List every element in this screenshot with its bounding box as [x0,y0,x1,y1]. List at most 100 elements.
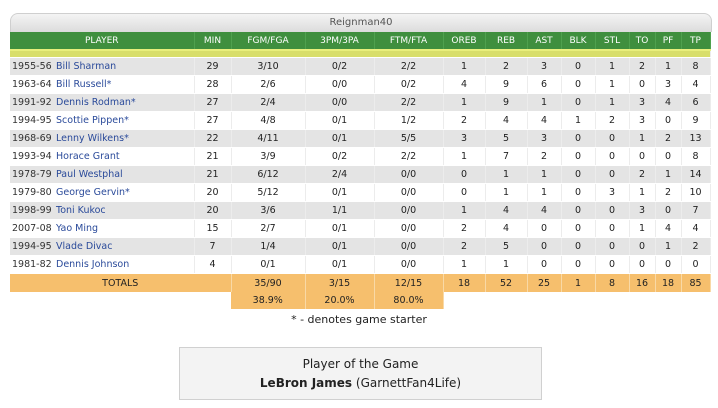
player-name-link[interactable]: Lenny Wilkens* [56,133,129,144]
player-cell: 1963-64 Bill Russell* [10,75,195,94]
player-season: 1955-56 [12,61,52,72]
stat-blk: 0 [561,219,596,238]
player-name-link[interactable]: Dennis Johnson [56,259,130,270]
player-cell: 1993-94 Horace Grant [10,147,195,166]
stat-pf: 1 [655,165,682,184]
stat-stl: 0 [595,201,630,220]
pct-three: 20.0% [305,292,375,309]
table-row: 1998-99 Toni Kukoc 20 3/6 1/1 0/0 1 4 4 0 0 3 0 7 [10,201,711,220]
player-name-link[interactable]: Bill Sharman [56,61,117,72]
col-header-to[interactable]: TO [629,32,656,50]
stat-stl: 0 [595,255,630,274]
stat-reb: 1 [485,165,528,184]
stat-min: 20 [194,201,232,220]
stat-fg: 0/1 [231,255,306,274]
stat-three: 1/1 [305,201,375,220]
starter-note: * - denotes game starter [291,313,427,326]
stat-fg: 3/10 [231,57,306,76]
stat-to: 1 [629,219,656,238]
stat-three: 0/2 [305,57,375,76]
stat-ft: 0/0 [374,201,444,220]
player-season: 1963-64 [12,79,52,90]
table-row: 1994-95 Vlade Divac 7 1/4 0/1 0/0 2 5 0 0 0 0 1 2 [10,237,711,256]
col-header-oreb[interactable]: OREB [443,32,486,50]
stat-tp: 8 [681,57,711,76]
player-name-link[interactable]: Dennis Rodman* [56,97,136,108]
player-name-link[interactable]: Toni Kukoc [56,205,106,216]
stat-fg: 2/6 [231,75,306,94]
stat-min: 7 [194,237,232,256]
stat-stl: 2 [595,111,630,130]
stat-tp: 0 [681,255,711,274]
col-header-player[interactable]: PLAYER [10,32,195,50]
stat-pf: 2 [655,129,682,148]
stat-to: 0 [629,237,656,256]
col-header-ft[interactable]: FTM/FTA [374,32,444,50]
player-cell: 1994-95 Vlade Divac [10,237,195,256]
totals-label: TOTALS [10,273,232,292]
stat-min: 21 [194,165,232,184]
stat-min: 28 [194,75,232,94]
stat-ft: 0/0 [374,237,444,256]
player-cell: 1955-56 Bill Sharman [10,57,195,76]
col-header-tp[interactable]: TP [681,32,711,50]
stat-ast: 0 [527,237,562,256]
divider-bar [10,49,711,58]
col-header-three[interactable]: 3PM/3PA [305,32,375,50]
totals-fg: 35/90 [231,273,306,292]
stat-reb: 5 [485,237,528,256]
stat-min: 21 [194,147,232,166]
stat-to: 3 [629,93,656,112]
col-header-blk[interactable]: BLK [561,32,596,50]
stat-min: 20 [194,183,232,202]
col-header-ast[interactable]: AST [527,32,562,50]
stat-min: 4 [194,255,232,274]
col-header-reb[interactable]: REB [485,32,528,50]
col-header-stl[interactable]: STL [595,32,630,50]
player-cell: 1978-79 Paul Westphal [10,165,195,184]
stat-blk: 0 [561,93,596,112]
stat-oreb: 4 [443,75,486,94]
stat-to: 3 [629,111,656,130]
stat-fg: 3/9 [231,147,306,166]
player-name-link[interactable]: Bill Russell* [56,79,112,90]
stat-ft: 5/5 [374,129,444,148]
stat-reb: 7 [485,147,528,166]
table-row: 1981-82 Dennis Johnson 4 0/1 0/1 0/0 1 1 0 0 0 0 0 0 [10,255,711,274]
player-name-link[interactable]: Scottie Pippen* [56,115,129,126]
stat-oreb: 1 [443,201,486,220]
player-name-link[interactable]: Horace Grant [56,151,120,162]
stat-ft: 0/0 [374,219,444,238]
player-season: 1979-80 [12,187,52,198]
stat-pf: 1 [655,57,682,76]
stat-pf: 0 [655,147,682,166]
stat-ft: 1/2 [374,111,444,130]
player-name-link[interactable]: Yao Ming [56,223,99,234]
stat-tp: 9 [681,111,711,130]
stat-oreb: 2 [443,237,486,256]
player-of-game-box: Player of the Game LeBron James (Garnett… [179,347,542,400]
stat-reb: 4 [485,111,528,130]
stat-tp: 13 [681,129,711,148]
stat-reb: 9 [485,93,528,112]
col-header-fg[interactable]: FGM/FGA [231,32,306,50]
potg-player-name[interactable]: LeBron James [259,376,353,390]
stat-stl: 0 [595,129,630,148]
player-name-link[interactable]: George Gervin* [56,187,130,198]
col-header-pf[interactable]: PF [655,32,682,50]
player-name-link[interactable]: Paul Westphal [56,169,123,180]
stat-reb: 9 [485,75,528,94]
player-season: 2007-08 [12,223,52,234]
potg-username[interactable]: (GarnettFan4Life) [355,376,462,390]
stat-ft: 0/0 [374,165,444,184]
box-score-table: PLAYER MIN FGM/FGA 3PM/3PA FTM/FTA OREB … [10,32,711,309]
stat-blk: 0 [561,57,596,76]
player-season: 1968-69 [12,133,52,144]
stat-three: 0/1 [305,237,375,256]
stat-fg: 2/4 [231,93,306,112]
player-season: 1994-95 [12,241,52,252]
player-cell: 1981-82 Dennis Johnson [10,255,195,274]
player-name-link[interactable]: Vlade Divac [56,241,113,252]
player-cell: 2007-08 Yao Ming [10,219,195,238]
col-header-min[interactable]: MIN [194,32,232,50]
